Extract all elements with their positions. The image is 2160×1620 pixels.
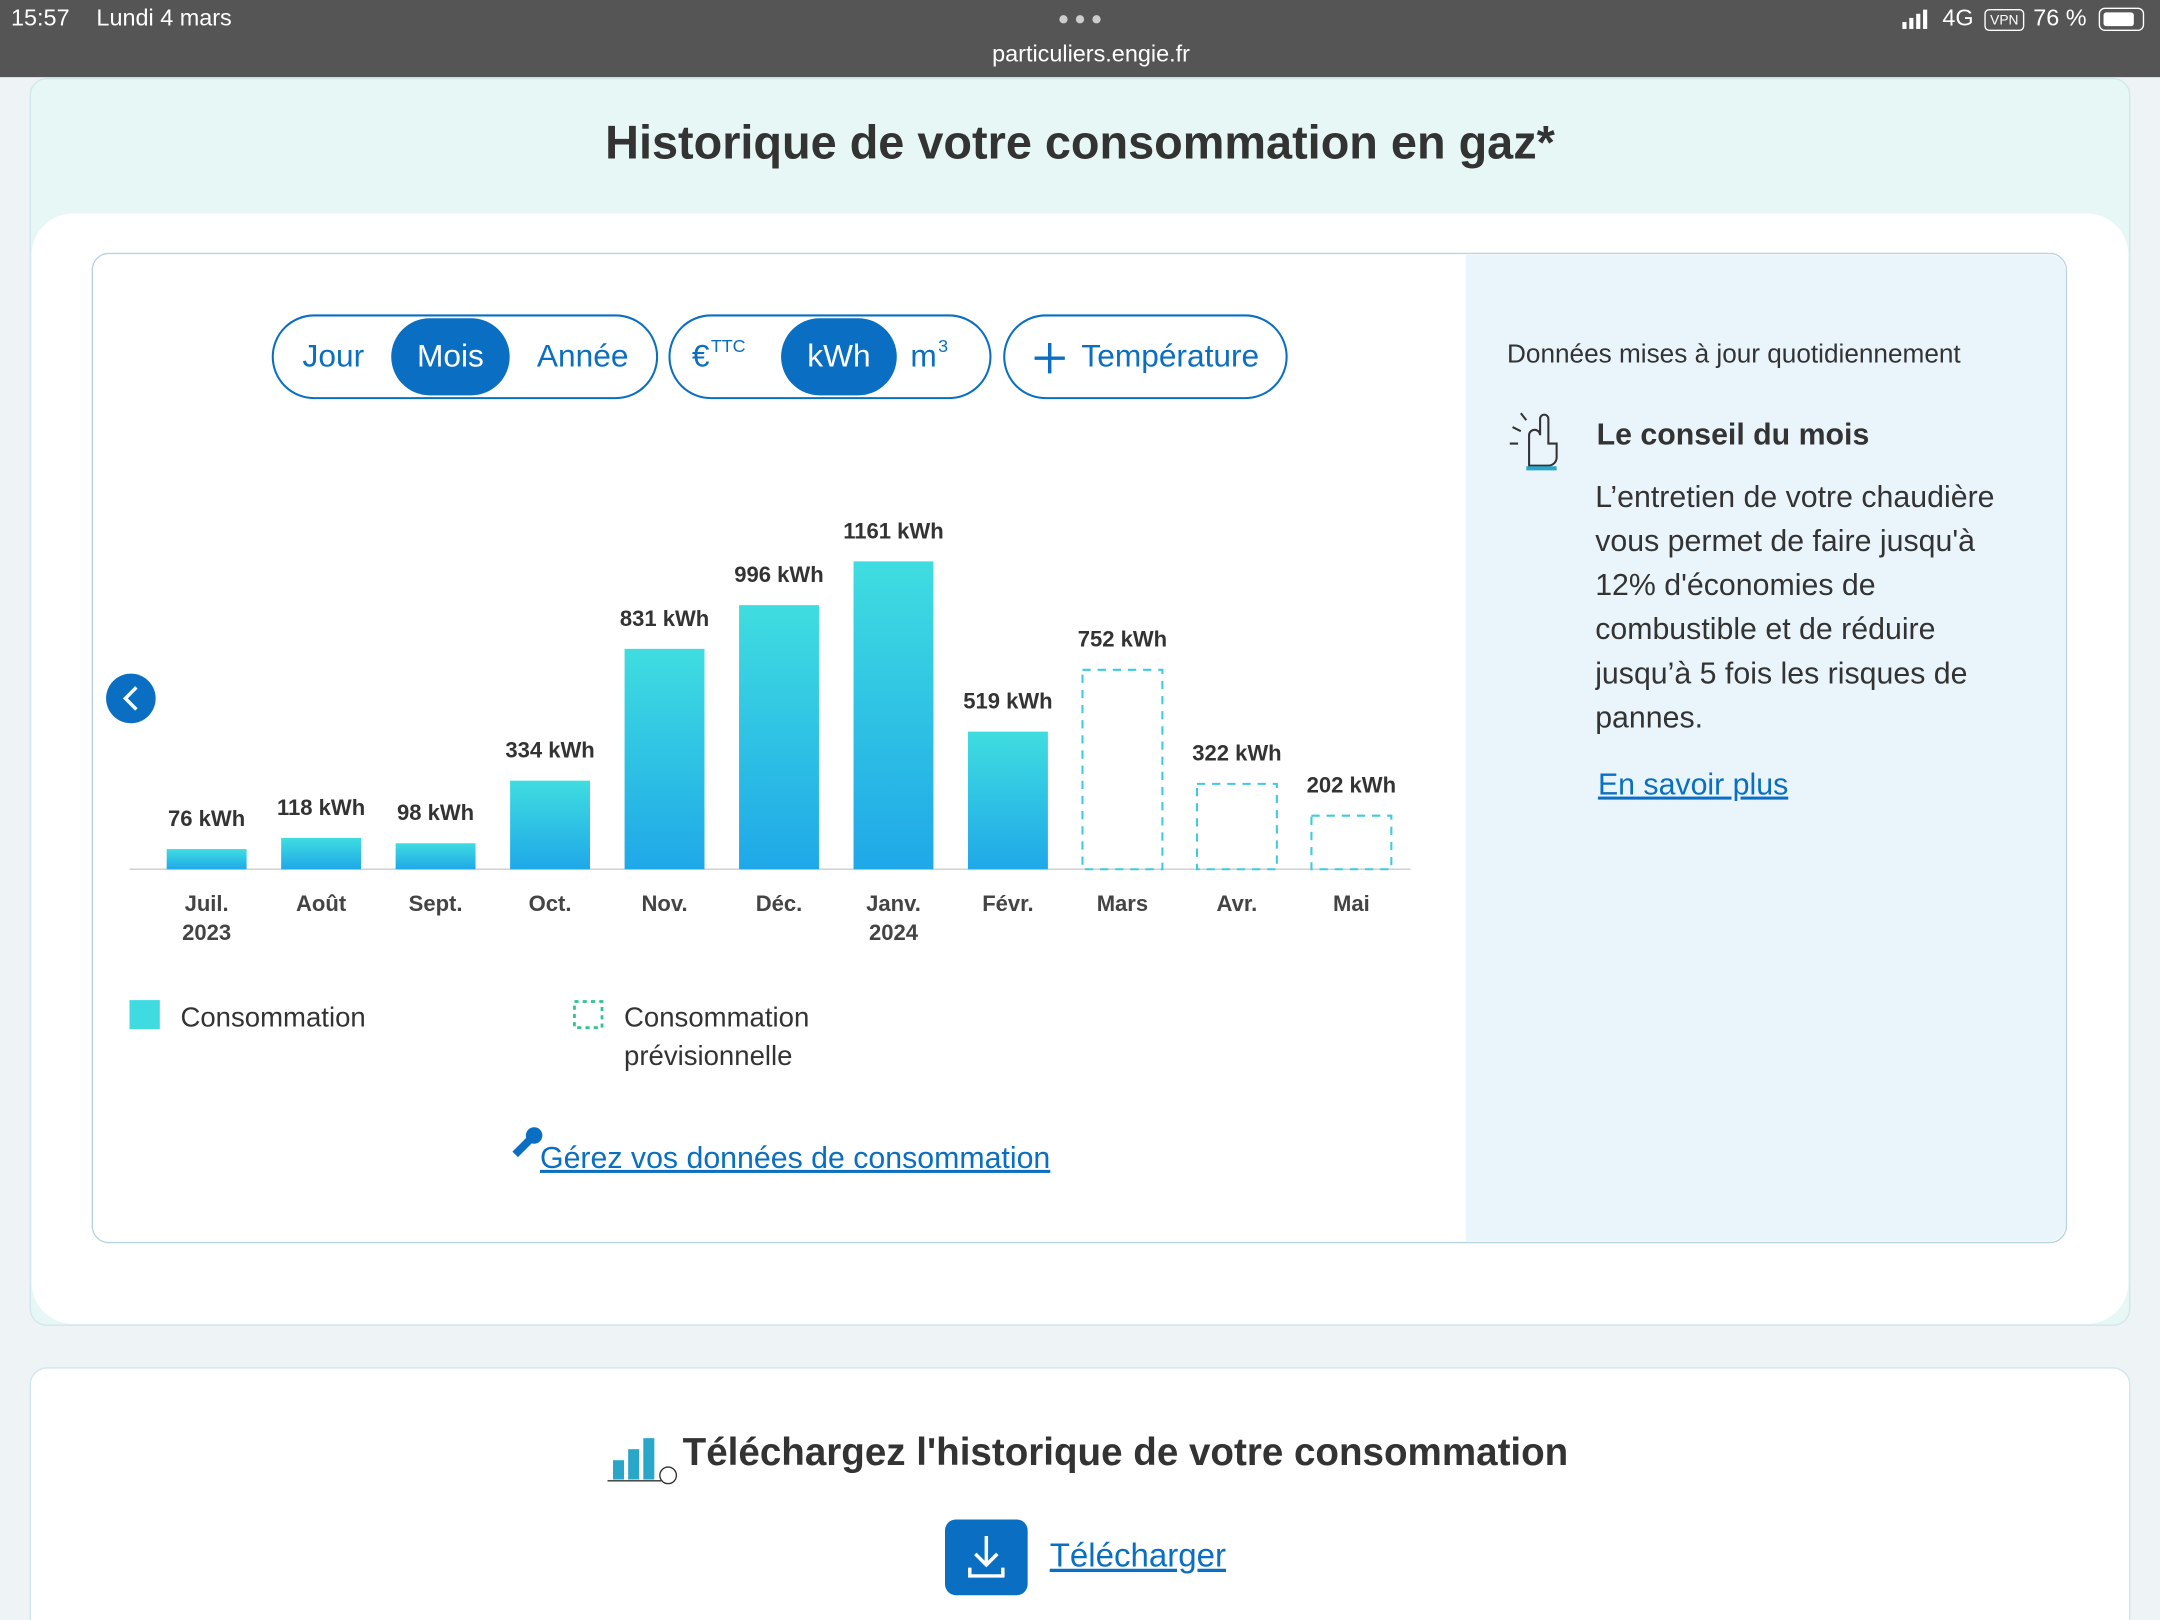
tip-text: L’entretien de votre chaudière vous perm… [1595, 479, 1995, 735]
signal [1902, 9, 1928, 29]
battery-icon [2098, 7, 2145, 31]
wrench-icon [512, 1127, 543, 1158]
bar [853, 561, 934, 870]
url[interactable]: particuliers.engie.fr [992, 40, 1190, 66]
forecast-bar [1310, 814, 1393, 871]
manage-link[interactable]: Gérez vos données de consommation [540, 1142, 1050, 1175]
bar [624, 648, 705, 870]
date: Lundi 4 mars [96, 4, 231, 30]
bar [510, 780, 591, 870]
temperature-button[interactable] [1003, 314, 1288, 400]
value-label: 831 kWh [620, 606, 709, 631]
status-bar [0, 0, 2160, 78]
forecast-bar [1081, 668, 1164, 871]
forecast-bar [1195, 782, 1278, 871]
value-label: 519 kWh [963, 689, 1052, 714]
bar [395, 843, 476, 870]
battery: 76 % [2033, 4, 2086, 30]
bar [166, 849, 247, 870]
download-card [29, 1367, 2131, 1620]
more-link[interactable]: En savoir plus [1598, 769, 1788, 802]
bar [281, 837, 362, 870]
vpn: VPN [1990, 12, 2018, 27]
period-option[interactable]: Mois [417, 338, 484, 374]
x-tick-label: Avr. [1216, 891, 1257, 916]
vpn-box [1984, 8, 2025, 31]
value-label: 996 kWh [734, 562, 823, 587]
x-tick-label: Août [296, 891, 347, 916]
update-note: Données mises à jour quotidiennement [1507, 338, 1961, 368]
unit-selected[interactable] [781, 318, 897, 396]
unit-sup: 3 [938, 336, 948, 356]
x-tick-label: Mars [1097, 891, 1148, 916]
bar [739, 605, 819, 870]
unit-option[interactable]: m [910, 338, 936, 374]
period-selected[interactable] [391, 318, 510, 396]
temperature-label[interactable]: Température [1081, 338, 1259, 374]
value-label: 1161 kWh [843, 518, 943, 543]
value-label: 752 kWh [1078, 627, 1167, 652]
hand-icon [1509, 412, 1558, 471]
x-tick-label: Déc. [756, 891, 803, 916]
value-label: 76 kWh [168, 806, 245, 831]
x-tick-label: Janv. 2024 [866, 891, 921, 945]
x-tick-label: Févr. [982, 891, 1033, 916]
legend-label: Consommation prévisionnelle [624, 1002, 809, 1072]
x-tick-label: Mai [1333, 891, 1370, 916]
tip-box: L’entretien de votre chaudière vous perm… [1595, 479, 1995, 735]
x-tick-label: Oct. [529, 891, 572, 916]
legend-swatch [129, 1000, 160, 1030]
value-label: 118 kWh [277, 795, 365, 820]
period-option[interactable]: Jour [303, 338, 365, 374]
value-label: 98 kWh [397, 800, 474, 825]
unit-sup: TTC [711, 336, 746, 356]
download-link[interactable]: Télécharger [1050, 1538, 1226, 1575]
x-tick-label: Sept. [409, 891, 463, 916]
network: 4G [1942, 4, 1973, 30]
battery-level [2103, 12, 2134, 27]
tip-title: Le conseil du mois [1597, 419, 1870, 452]
prev-arrow [122, 686, 138, 711]
legend-swatch [573, 1000, 604, 1030]
x-tick-label: Juil. 2023 [182, 891, 231, 945]
bar [968, 731, 1048, 870]
value-label: 334 kWh [505, 738, 594, 763]
dots [1059, 15, 1101, 24]
unit-option[interactable]: kWh [807, 338, 870, 374]
period-option[interactable]: Année [537, 338, 629, 374]
download-icon [968, 1535, 1005, 1578]
title: Historique de votre consommation en gaz* [605, 116, 1556, 168]
x-tick-label: Nov. [641, 891, 687, 916]
legend-label: Consommation [180, 1002, 365, 1033]
download-chart-icon [607, 1438, 678, 1485]
download-title: Téléchargez l'historique de votre consom… [683, 1431, 1569, 1474]
side-panel [1465, 254, 2065, 1242]
unit-option[interactable]: € [692, 338, 710, 374]
plus-icon [1034, 343, 1065, 374]
prev-button[interactable] [106, 673, 156, 724]
time: 15:57 [11, 4, 70, 30]
value-label: 322 kWh [1192, 741, 1281, 766]
value-label: 202 kWh [1307, 773, 1396, 798]
